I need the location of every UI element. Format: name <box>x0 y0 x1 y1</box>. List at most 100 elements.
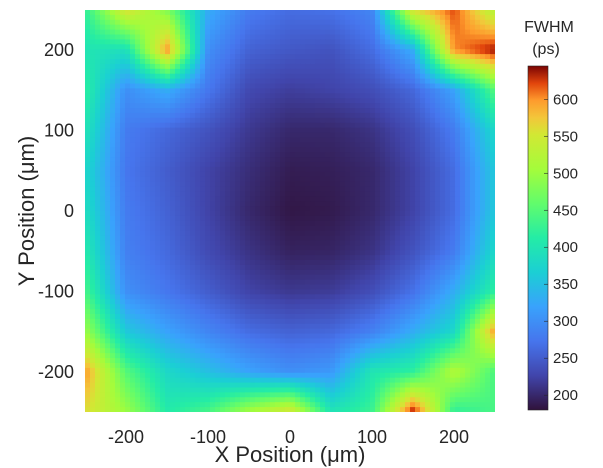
heat-cell <box>200 19 206 26</box>
heat-cell <box>440 59 446 65</box>
heat-cell <box>110 235 116 242</box>
heat-cell <box>140 83 146 90</box>
heat-cell <box>380 78 386 85</box>
heat-cell <box>345 176 351 183</box>
heat-cell <box>190 255 196 261</box>
heat-cell <box>120 206 126 212</box>
heat-cell <box>475 44 481 50</box>
heat-cell <box>95 157 101 163</box>
heat-cell <box>315 284 321 291</box>
heat-cell <box>260 142 266 148</box>
heat-cell <box>230 59 236 65</box>
heat-cell <box>365 304 371 310</box>
heat-cell <box>130 220 136 227</box>
heat-cell <box>225 299 231 305</box>
heat-cell <box>245 260 251 266</box>
heat-cell <box>270 59 276 65</box>
heat-cell <box>85 220 91 227</box>
heat-cell <box>300 171 306 178</box>
heat-cell <box>440 142 446 148</box>
heat-cell <box>140 142 146 148</box>
heat-cell <box>330 103 336 109</box>
heat-cell <box>370 132 376 139</box>
heat-cell <box>375 10 381 16</box>
heat-cell <box>385 73 391 80</box>
heat-cell <box>255 171 261 178</box>
heat-cell <box>155 186 161 192</box>
heat-cell <box>320 191 326 197</box>
heat-cell <box>90 245 96 251</box>
heat-cell <box>255 108 261 114</box>
heat-cell <box>355 211 361 217</box>
heat-cell <box>100 83 106 90</box>
heat-cell <box>170 93 176 99</box>
heat-cell <box>85 294 91 300</box>
heat-cell <box>320 39 326 45</box>
heat-cell <box>420 220 426 227</box>
heat-cell <box>200 59 206 65</box>
heat-cell <box>285 245 291 251</box>
heat-cell <box>270 73 276 80</box>
heat-cell <box>420 147 426 153</box>
heat-cell <box>375 196 381 202</box>
heat-cell <box>125 299 131 305</box>
heat-cell <box>425 78 431 85</box>
heat-cell <box>175 264 181 271</box>
heat-cell <box>290 78 296 85</box>
heat-cell <box>335 279 341 286</box>
heat-cell <box>135 260 141 266</box>
heat-cell <box>365 24 371 31</box>
heat-cell <box>345 78 351 85</box>
heat-cell <box>435 201 441 207</box>
heat-cell <box>350 166 356 173</box>
heat-cell <box>285 299 291 305</box>
heat-cell <box>120 260 126 266</box>
heat-cell <box>320 59 326 65</box>
heat-cell <box>450 201 456 207</box>
heat-cell <box>335 98 341 104</box>
heat-cell <box>365 132 371 139</box>
heat-cell <box>430 250 436 256</box>
heat-cell <box>340 191 346 197</box>
heat-cell <box>380 88 386 94</box>
heat-cell <box>410 157 416 163</box>
heat-cell <box>255 196 261 202</box>
heat-cell <box>275 157 281 163</box>
heat-cell <box>100 269 106 276</box>
heat-cell <box>170 235 176 242</box>
heat-cell <box>155 117 161 124</box>
heat-cell <box>150 137 156 143</box>
heat-cell <box>160 127 166 134</box>
heat-cell <box>435 63 441 70</box>
heat-cell <box>135 201 141 207</box>
heat-cell <box>180 63 186 70</box>
heat-cell <box>190 215 196 222</box>
heat-cell <box>120 161 126 168</box>
heat-cell <box>280 225 286 232</box>
heat-cell <box>265 147 271 153</box>
heat-cell <box>240 98 246 104</box>
heat-cell <box>280 220 286 227</box>
heat-cell <box>480 230 486 237</box>
heat-cell <box>385 171 391 178</box>
heat-cell <box>325 152 331 158</box>
heat-cell <box>260 49 266 55</box>
heat-cell <box>450 34 456 41</box>
heat-cell <box>335 93 341 99</box>
heat-cell <box>470 260 476 266</box>
heat-cell <box>235 181 241 188</box>
heat-cell <box>310 191 316 197</box>
heat-cell <box>255 245 261 251</box>
heat-cell <box>455 88 461 94</box>
heat-cell <box>405 304 411 310</box>
heat-cell <box>375 240 381 246</box>
heat-cell <box>460 181 466 188</box>
heat-cell <box>115 88 121 94</box>
heat-cell <box>425 294 431 300</box>
heat-cell <box>270 93 276 99</box>
heat-cell <box>225 260 231 266</box>
heat-cell <box>300 304 306 310</box>
heat-cell <box>355 279 361 286</box>
heat-cell <box>485 88 491 94</box>
heat-cell <box>440 88 446 94</box>
